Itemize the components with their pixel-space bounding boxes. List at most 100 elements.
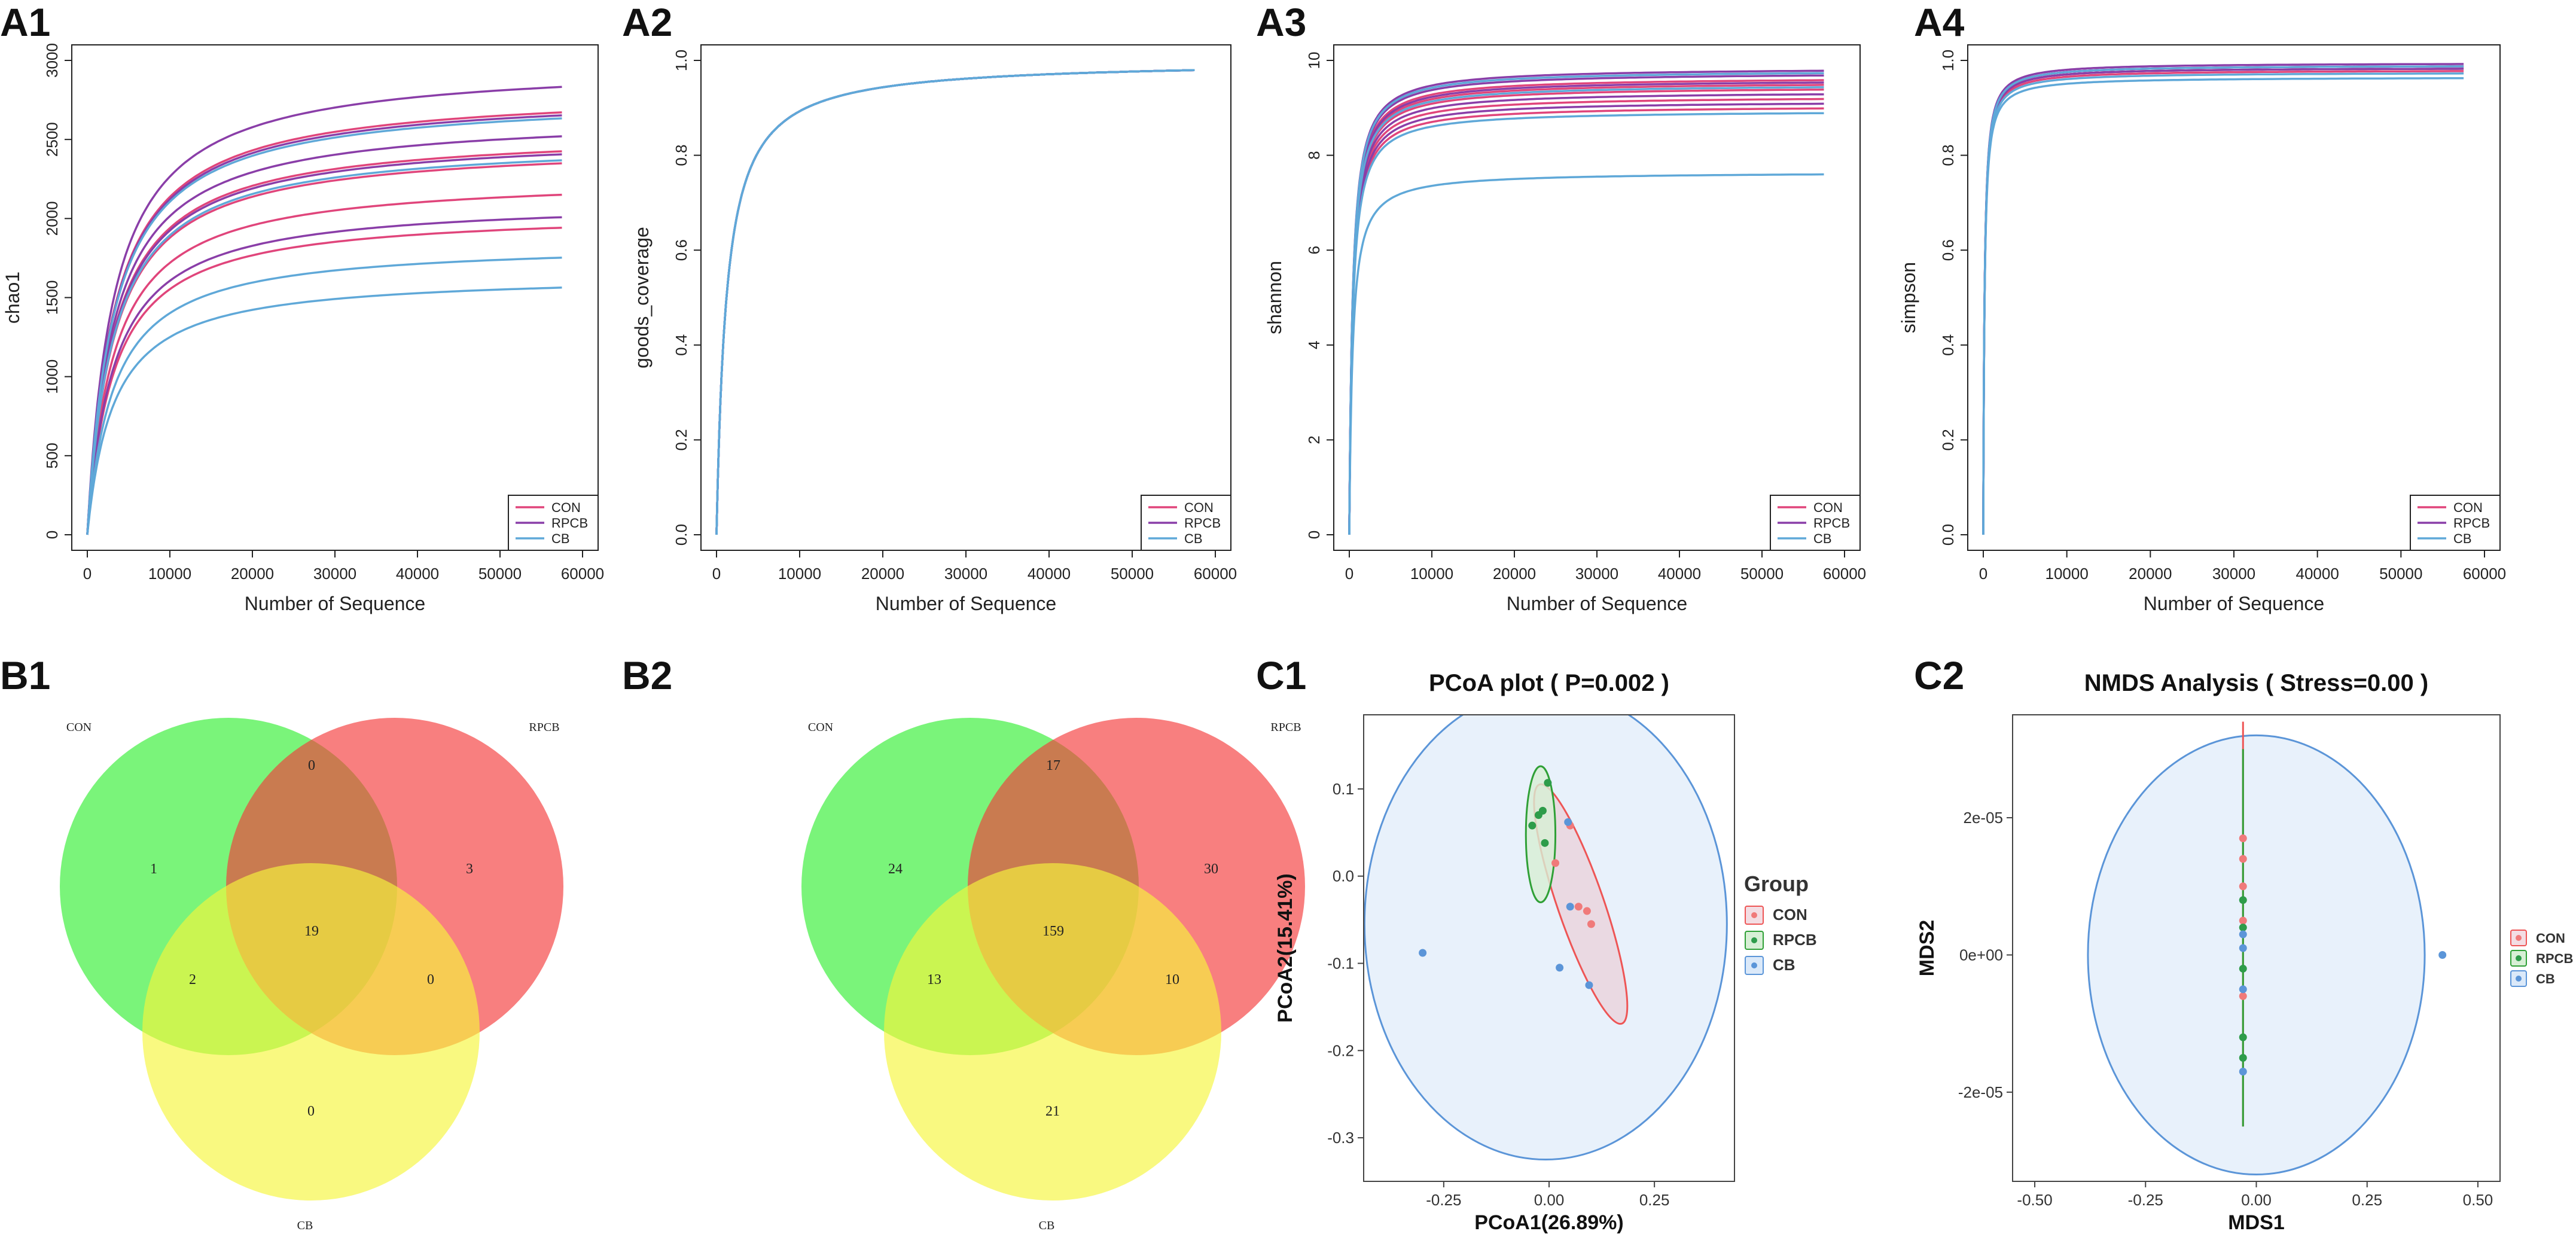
b2-region-cb-only: 21 [1045,1104,1060,1119]
c1-legend-dot-cb [1751,962,1757,968]
a2-legend-label-rpcb: RPCB [1184,516,1221,531]
a3-curve-rpcb [1348,74,1824,535]
b1-region-rpcb-only: 3 [466,861,473,877]
a1-x-tick-label: 40000 [396,565,439,583]
c2-x-tick-label: -0.25 [2128,1191,2163,1209]
shannon-rarefaction-chart: 0 10000 20000 30000 40000 50000 60000 0 2 4 6 8 10 Nu… [1264,44,1866,614]
panel-label-c1: C1 [1256,653,1306,697]
c1-y-axis-title: PCoA2(15.41%) [1274,873,1297,1022]
c2-point-con [2239,834,2247,842]
a1-y-tick-label: 0 [43,531,61,539]
a1-x-tick-label: 30000 [313,565,356,583]
c2-plot-area [2087,721,2447,1176]
a1-y-tick-label: 3000 [43,43,61,78]
c1-point-cb [1419,949,1427,957]
a3-curve-rpcb [1348,93,1824,535]
b1-region-con-cb: 2 [189,972,196,988]
a4-x-tick-label: 10000 [2045,565,2089,583]
a3-curve-con [1348,79,1824,535]
a3-y-tick-label: 6 [1305,246,1323,254]
a2-y-tick-label: 1.0 [672,50,690,71]
c2-x-tick-label: 0.50 [2463,1191,2493,1209]
goods-coverage-rarefaction-chart: 0 10000 20000 30000 40000 50000 60000 0.0 0.2 0.4… [631,44,1237,614]
a3-y-tick-label: 4 [1305,341,1323,349]
a2-x-tick-label: 0 [712,565,721,583]
c2-ellipse-cb [2087,734,2426,1176]
a2-curve-con [715,69,1195,535]
a3-x-tick-label: 20000 [1493,565,1536,583]
c1-ellipse-rpcb [1525,765,1557,903]
c2-x-tick-label: 0.25 [2352,1191,2382,1209]
b1-region-cb-only: 0 [307,1104,315,1119]
b2-region-rpcb-only: 30 [1204,861,1218,877]
b1-region-con-rpcb: 0 [308,758,315,773]
a2-y-tick-label: 0.8 [672,145,690,166]
a1-x-tick-label: 0 [83,565,92,583]
a1-y-tick-label: 500 [43,443,61,468]
c2-point-cb [2239,1067,2247,1075]
c2-point-con [2239,855,2247,863]
c1-legend-dot-rpcb [1751,937,1757,943]
c1-point-rpcb [1541,839,1549,847]
a4-x-tick-label: 60000 [2463,565,2506,583]
b2-region-con-rpcb: 17 [1046,758,1060,773]
c2-point-rpcb [2239,1054,2247,1062]
a1-legend-label-rpcb: RPCB [551,516,588,531]
a4-legend-label-rpcb: RPCB [2453,516,2490,531]
a3-y-axis-title: shannon [1264,261,1285,334]
a2-y-axis-title: goods_coverage [631,227,653,368]
a4-x-axis-title: Number of Sequence [2144,593,2324,614]
a2-curve-cb [715,69,1195,535]
c2-y-tick-label: 2e-05 [1964,809,2004,827]
b2-region-rpcb-cb: 10 [1165,972,1179,988]
c2-y-tick-label: -2e-05 [1958,1083,2003,1101]
a3-x-tick-label: 50000 [1740,565,1784,583]
c1-point-rpcb [1544,779,1552,787]
a3-curve-cb [1348,173,1824,535]
venn-diagram-b2: CON RPCB CB 24 30 17 159 13 10 21 [801,718,1305,1232]
b1-set-label-cb: CB [297,1219,313,1232]
panel-label-a4: A4 [1914,0,1965,44]
c1-x-tick-label: 0.25 [1639,1191,1670,1209]
a3-curve-rpcb [1348,69,1824,535]
c1-y-tick-label: -0.3 [1327,1129,1354,1147]
venn-diagram-b1: CON RPCB CB 1 3 0 19 2 0 0 [60,718,563,1232]
c1-title: PCoA plot ( P=0.002 ) [1429,670,1669,696]
a4-curve-cb [1982,77,2464,535]
a1-legend-label-con: CON [551,500,581,515]
c2-legend-label-cb: CB [2536,971,2555,986]
a4-curve-rpcb [1982,63,2464,535]
a4-curve-rpcb [1982,68,2464,535]
a4-legend-label-con: CON [2453,500,2483,515]
c2-legend-dot-rpcb [2516,955,2522,961]
a2-curve-rpcb [715,69,1195,535]
c2-point-cb [2239,985,2247,994]
a2-plot-frame [700,44,1231,551]
a2-x-tick-label: 20000 [861,565,904,583]
a3-plot-frame [1333,44,1861,551]
a3-legend-label-con: CON [1813,500,1843,515]
a1-x-tick-label: 60000 [561,565,604,583]
c2-point-con [2239,916,2247,925]
c1-y-tick-label: -0.1 [1327,955,1354,973]
c2-y-tick-label: 0e+00 [1959,946,2003,964]
c1-point-cb [1585,981,1593,989]
a1-curve-con [86,162,562,535]
a2-y-tick-label: 0.2 [672,429,690,450]
a3-curve-con [1348,107,1824,535]
a2-curve-rpcb [715,69,1195,535]
a2-curve-rpcb [715,69,1195,535]
a1-y-tick-label: 1500 [43,281,61,315]
a4-y-tick-label: 0.6 [1939,239,1957,261]
a4-curve-rpcb [1982,65,2464,535]
b2-set-label-cb: CB [1039,1219,1055,1232]
a3-curve-cb [1348,86,1824,535]
panel-label-a1: A1 [0,0,50,44]
a3-legend-label-cb: CB [1813,531,1832,546]
c1-legend-label-rpcb: RPCB [1773,931,1817,949]
panel-label-a3: A3 [1256,0,1306,44]
a3-y-tick-label: 0 [1305,531,1323,539]
a2-x-tick-label: 30000 [944,565,987,583]
a4-y-tick-label: 0.4 [1939,334,1957,356]
